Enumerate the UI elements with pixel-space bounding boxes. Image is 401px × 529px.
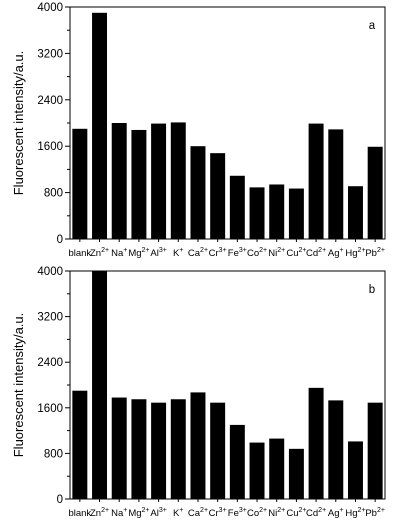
bar (328, 400, 344, 499)
bar (111, 397, 127, 499)
y-tick-label: 2400 (37, 357, 63, 369)
bar (92, 12, 108, 239)
bar (288, 188, 304, 239)
bar (151, 123, 167, 239)
bar (131, 129, 147, 239)
x-tick-label: Fe3+ (228, 507, 247, 519)
x-tick-label: Pb2+ (365, 507, 385, 519)
bar (347, 441, 363, 499)
x-tick-label: K+ (173, 247, 183, 259)
x-tick-label: Hg2+ (345, 247, 365, 259)
y-tick-label: 3200 (37, 48, 63, 60)
bar (170, 122, 186, 239)
y-tick-label: 0 (57, 234, 63, 246)
bar (367, 402, 383, 499)
bar (347, 186, 363, 239)
bar (308, 123, 324, 239)
y-tick-label: 0 (57, 494, 63, 506)
x-tick-label: Zn2+ (90, 247, 109, 259)
bar (210, 402, 226, 499)
x-tick-label: Cd2+ (306, 247, 326, 259)
y-tick-label: 4000 (37, 266, 63, 278)
bar (308, 387, 324, 499)
x-tick-label: Cu2+ (286, 247, 306, 259)
bar (269, 184, 285, 239)
bar (190, 146, 206, 239)
y-tick-label: 4000 (37, 2, 63, 14)
x-tick-label: Co2+ (247, 507, 267, 519)
x-tick-label: Cu2+ (286, 507, 306, 519)
bar (249, 442, 265, 499)
y-tick-label: 2400 (37, 95, 63, 107)
y-tick-label: 1600 (37, 403, 63, 415)
bar (111, 123, 127, 239)
x-tick-label: Mg2+ (128, 247, 149, 259)
y-axis-title: Fluorescent intensity/a.u. (11, 313, 26, 458)
bar (72, 128, 88, 239)
panel-label: b (369, 284, 375, 296)
y-tick-label: 800 (44, 448, 63, 460)
x-tick-label: Cd2+ (306, 507, 326, 519)
x-tick-label: Ag+ (328, 247, 344, 259)
x-tick-label: Pb2+ (365, 247, 385, 259)
x-tick-label: Ni2+ (268, 247, 285, 259)
y-tick-label: 1600 (37, 141, 63, 153)
bar (72, 390, 88, 499)
y-axis-title: Fluorescent intensity/a.u. (11, 51, 26, 196)
bar (210, 153, 226, 239)
x-tick-label: Al3+ (150, 507, 166, 519)
x-tick-label: Co2+ (247, 247, 267, 259)
x-tick-label: Zn2+ (90, 507, 109, 519)
x-tick-label: Cr3+ (209, 507, 227, 519)
bar (190, 392, 206, 499)
bar (328, 129, 344, 239)
x-tick-label: blank (68, 248, 91, 259)
x-tick-label: Ag+ (328, 507, 344, 519)
bar (367, 146, 383, 239)
bar (288, 448, 304, 499)
x-tick-label: Ni2+ (268, 507, 285, 519)
bar (229, 175, 245, 239)
y-tick-label: 3200 (37, 312, 63, 324)
x-tick-label: Cr3+ (209, 247, 227, 259)
y-tick-label: 800 (44, 188, 63, 200)
x-tick-label: Ca2+ (188, 247, 208, 259)
x-tick-label: Na+ (111, 247, 127, 259)
x-tick-label: K+ (173, 507, 183, 519)
x-tick-label: Ca2+ (188, 507, 208, 519)
panel-label: a (369, 20, 376, 32)
bar (269, 438, 285, 499)
x-tick-label: Fe3+ (228, 247, 247, 259)
bar (229, 424, 245, 499)
x-tick-label: Mg2+ (128, 507, 149, 519)
x-tick-label: blank (68, 508, 91, 519)
x-tick-label: Al3+ (150, 247, 166, 259)
bar (249, 187, 265, 239)
bar (170, 399, 186, 499)
bar (92, 271, 108, 499)
x-tick-label: Na+ (111, 507, 127, 519)
bar (151, 402, 167, 499)
bar (131, 399, 147, 499)
x-tick-label: Hg2+ (345, 507, 365, 519)
